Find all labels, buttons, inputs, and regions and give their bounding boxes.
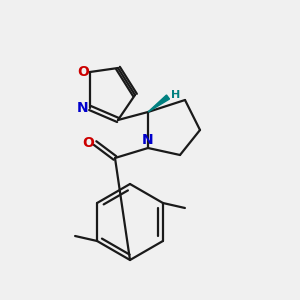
Text: O: O <box>77 65 89 79</box>
Polygon shape <box>148 95 170 112</box>
Text: N: N <box>142 133 154 147</box>
Text: O: O <box>82 136 94 150</box>
Text: N: N <box>77 101 89 115</box>
Text: H: H <box>171 90 181 100</box>
